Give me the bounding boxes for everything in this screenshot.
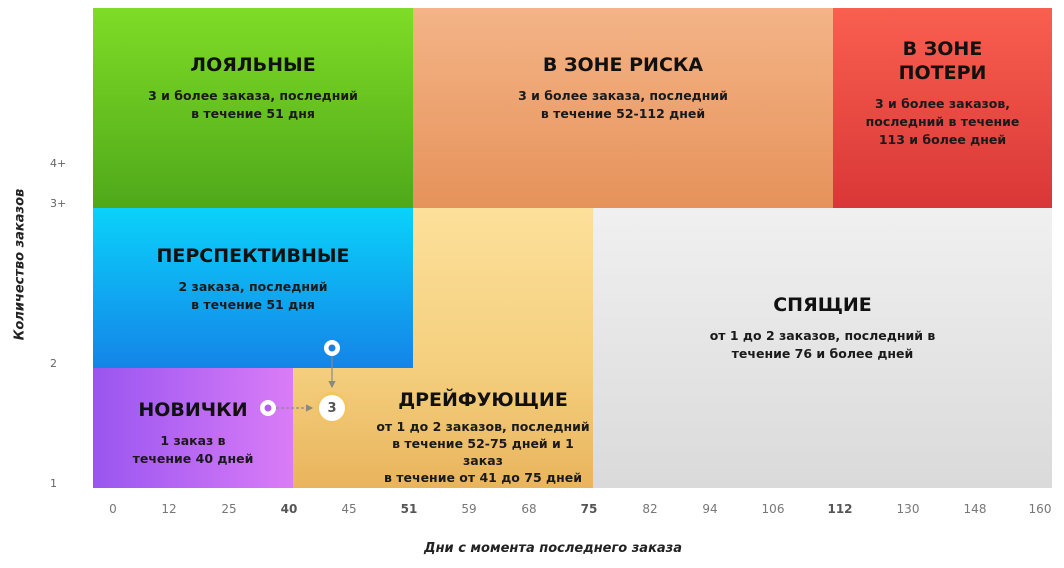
y-tick-2: 2: [50, 357, 57, 370]
x-tick: 68: [521, 502, 537, 516]
y-tick-3plus: 3+: [50, 197, 67, 210]
segment-drifting-desc: от 1 до 2 заказов, последний в течение 5…: [376, 419, 590, 485]
step-marker: [319, 395, 345, 421]
segment-loyal: ЛОЯЛЬНЫЕ 3 и более заказа, последний в т…: [93, 8, 413, 208]
x-tick: 94: [702, 502, 718, 516]
x-tick: 160: [1028, 502, 1052, 516]
segment-loyal-desc: 3 и более заказа, последний в течение 51…: [148, 88, 358, 121]
segment-newbies-desc: 1 заказ в течение 40 дней: [132, 433, 254, 466]
x-tick: 112: [827, 502, 853, 516]
y-tick-4plus: 4+: [50, 157, 67, 170]
segment-sleeping-desc: от 1 до 2 заказов, последний в течение 7…: [709, 328, 936, 361]
x-tick: 25: [221, 502, 237, 516]
x-tick: 40: [280, 502, 298, 516]
segment-loss-title: В ЗОНЕ ПОТЕРИ: [898, 38, 987, 84]
segment-drifting-upper: [413, 208, 593, 368]
x-axis-title: Дни с момента последнего заказа: [424, 541, 682, 556]
segment-sleeping-title: СПЯЩИЕ: [773, 294, 872, 316]
segment-perspective: ПЕРСПЕКТИВНЫЕ 2 заказа, последний в тече…: [93, 208, 413, 368]
step-marker-label: 3: [327, 401, 337, 416]
segment-drifting-title: ДРЕЙФУЮЩИЕ: [398, 389, 568, 411]
source-dot-newbies: [260, 400, 276, 416]
segment-loss-desc: 3 и более заказов, последний в течение 1…: [865, 96, 1020, 147]
segment-newbies-title: НОВИЧКИ: [138, 399, 248, 421]
segment-perspective-desc: 2 заказа, последний в течение 51 дня: [178, 279, 328, 312]
x-tick: 148: [963, 502, 987, 516]
x-tick: 75: [580, 502, 598, 516]
x-tick: 59: [461, 502, 477, 516]
segment-perspective-title: ПЕРСПЕКТИВНЫЕ: [156, 245, 350, 267]
x-tick: 0: [109, 502, 117, 516]
segment-loss: В ЗОНЕ ПОТЕРИ 3 и более заказов, последн…: [833, 8, 1052, 208]
segment-loyal-title: ЛОЯЛЬНЫЕ: [190, 54, 316, 76]
segment-at-risk-title: В ЗОНЕ РИСКА: [542, 54, 704, 76]
x-tick: 51: [400, 502, 418, 516]
segment-at-risk: В ЗОНЕ РИСКА 3 и более заказа, последний…: [413, 8, 833, 208]
segment-drifting: ДРЕЙФУЮЩИЕ от 1 до 2 заказов, последний …: [293, 368, 593, 488]
segment-newbies: НОВИЧКИ 1 заказ в течение 40 дней: [93, 368, 293, 488]
x-tick: 130: [896, 502, 920, 516]
x-tick: 82: [642, 502, 658, 516]
segment-sleeping: СПЯЩИЕ от 1 до 2 заказов, последний в те…: [593, 208, 1052, 488]
y-tick-1: 1: [50, 477, 57, 490]
x-tick: 12: [161, 502, 177, 516]
source-dot-perspective: [324, 340, 340, 356]
segment-at-risk-desc: 3 и более заказа, последний в течение 52…: [518, 88, 728, 121]
y-axis-title: Количество заказов: [12, 188, 28, 341]
x-tick: 106: [761, 502, 785, 516]
x-tick: 45: [341, 502, 357, 516]
